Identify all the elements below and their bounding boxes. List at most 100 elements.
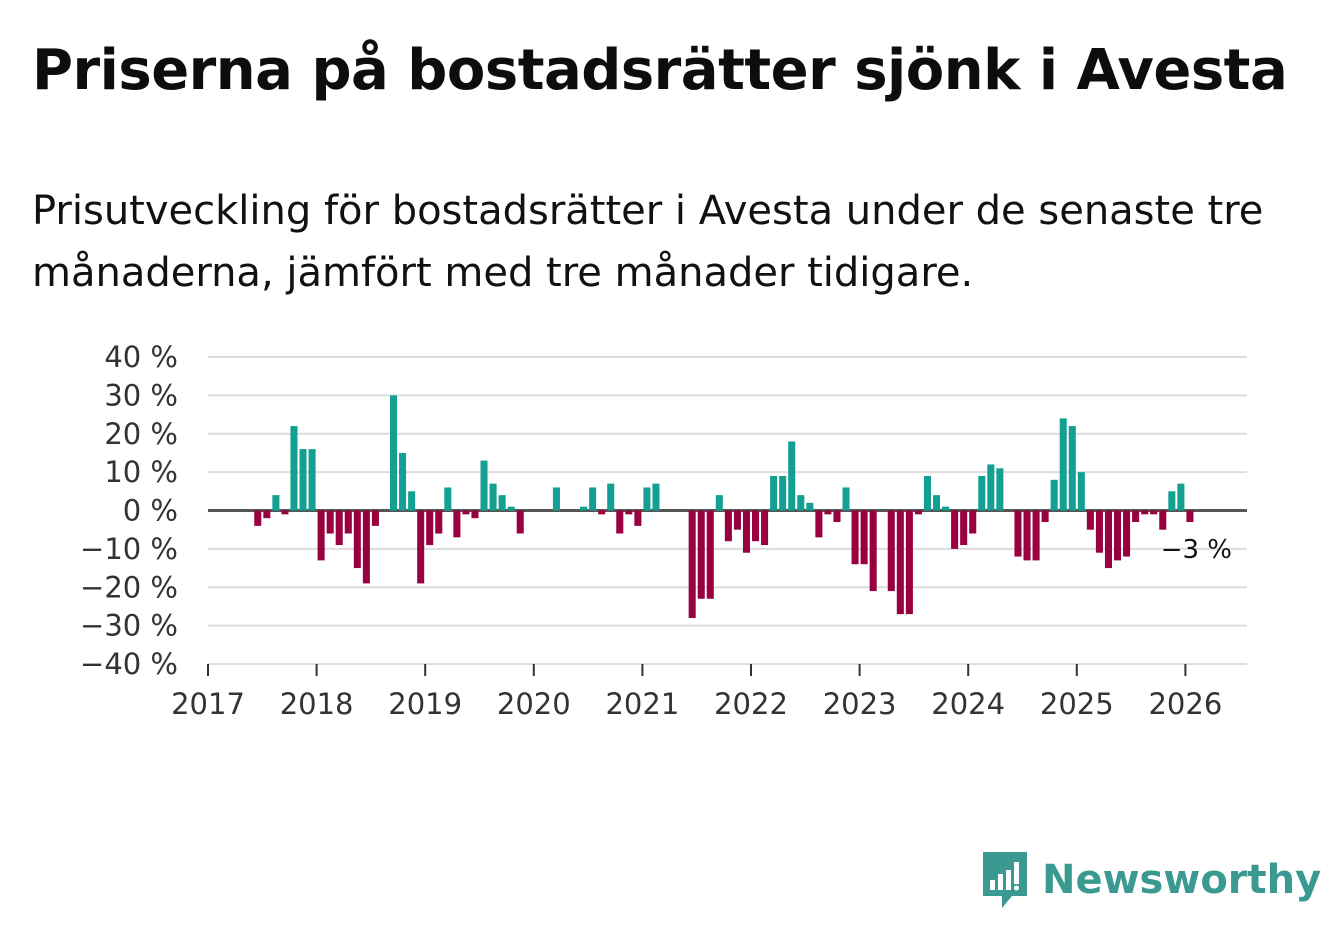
bar bbox=[797, 495, 805, 511]
bar bbox=[1014, 510, 1022, 557]
chart-subtitle: Prisutveckling för bostadsrätter i Avest… bbox=[32, 188, 1264, 296]
bar bbox=[1114, 510, 1122, 561]
bar bbox=[417, 510, 425, 584]
bar bbox=[308, 449, 316, 511]
bar bbox=[435, 510, 443, 534]
x-axis: 2017 2018 2019 2020 2021 2022 2023 2024 2025 2026 bbox=[171, 663, 1247, 721]
bar bbox=[344, 510, 352, 534]
bar bbox=[779, 475, 787, 511]
bar bbox=[1177, 483, 1185, 511]
bar bbox=[770, 475, 778, 511]
bar bbox=[951, 510, 959, 549]
newsworthy-logo-icon bbox=[983, 852, 1027, 908]
bar bbox=[408, 491, 416, 511]
bar bbox=[462, 510, 470, 515]
bar bbox=[290, 426, 298, 511]
bar bbox=[978, 475, 986, 511]
bar-chart: 40 %30 %20 %10 %0 %−10 %−20 %−30 %−40 % … bbox=[80, 340, 1247, 721]
bar bbox=[552, 487, 560, 511]
bar bbox=[1059, 418, 1067, 511]
bar bbox=[335, 510, 343, 546]
bar bbox=[724, 510, 732, 542]
bar bbox=[833, 510, 841, 523]
bar bbox=[281, 510, 289, 515]
bar bbox=[1068, 426, 1076, 511]
bar bbox=[254, 510, 262, 526]
bar bbox=[516, 510, 524, 534]
bar bbox=[353, 510, 361, 569]
y-tick-label: 30 % bbox=[104, 378, 178, 412]
bar bbox=[933, 495, 941, 511]
bar bbox=[498, 495, 506, 511]
x-tick-label: 2017 bbox=[171, 687, 245, 721]
y-axis: 40 % 30 % 20 % 10 % 0 % −10 % −20 % −30 % −40 % bbox=[80, 340, 178, 681]
bar bbox=[851, 510, 859, 565]
bar bbox=[969, 510, 977, 534]
brand[interactable]: Newsworthy bbox=[980, 850, 1321, 910]
bar bbox=[598, 510, 606, 515]
chart-title: Priserna på bostadsrätter sjönk i Avesta bbox=[32, 38, 1288, 103]
bar bbox=[742, 510, 750, 553]
bar bbox=[317, 510, 325, 561]
bar bbox=[715, 495, 723, 511]
bar bbox=[480, 460, 488, 511]
bar bbox=[272, 495, 280, 511]
x-tick-label: 2024 bbox=[931, 687, 1005, 721]
bar bbox=[607, 483, 615, 511]
bar bbox=[697, 510, 705, 599]
bar bbox=[806, 502, 814, 511]
bar bbox=[1095, 510, 1103, 553]
bar bbox=[426, 510, 434, 546]
bar bbox=[634, 510, 642, 526]
bar bbox=[1104, 510, 1112, 569]
bar bbox=[1050, 479, 1058, 511]
y-tick-label: 40 % bbox=[104, 340, 178, 374]
bar bbox=[914, 510, 922, 515]
y-tick-label: 0 % bbox=[123, 494, 178, 528]
bar bbox=[1123, 510, 1131, 557]
bar bbox=[399, 452, 407, 511]
bar bbox=[1186, 510, 1194, 523]
bar bbox=[1086, 510, 1094, 530]
bar bbox=[1032, 510, 1040, 561]
bar bbox=[616, 510, 624, 534]
x-tick-label: 2022 bbox=[714, 687, 788, 721]
bar bbox=[444, 487, 452, 511]
bar bbox=[1168, 491, 1176, 511]
bar bbox=[688, 510, 696, 618]
y-tick-label: 10 % bbox=[104, 455, 178, 489]
x-tick-label: 2025 bbox=[1040, 687, 1114, 721]
bar bbox=[815, 510, 823, 538]
x-tick-label: 2021 bbox=[605, 687, 679, 721]
bar bbox=[896, 510, 904, 615]
y-tick-label: −40 % bbox=[80, 647, 178, 681]
bar bbox=[824, 510, 832, 515]
bar bbox=[860, 510, 868, 565]
bar bbox=[652, 483, 660, 511]
bar bbox=[390, 395, 398, 511]
bar bbox=[489, 483, 497, 511]
y-tick-label: −20 % bbox=[80, 570, 178, 604]
bar bbox=[471, 510, 479, 519]
bar bbox=[580, 506, 588, 511]
bars bbox=[254, 395, 1194, 618]
bar bbox=[996, 468, 1004, 511]
x-tick-label: 2018 bbox=[280, 687, 354, 721]
bar bbox=[299, 449, 307, 511]
bar bbox=[960, 510, 968, 546]
bar bbox=[1077, 472, 1085, 511]
bar bbox=[788, 441, 796, 511]
bar bbox=[1159, 510, 1167, 530]
bar bbox=[1041, 510, 1049, 523]
y-tick-label: −30 % bbox=[80, 609, 178, 643]
x-tick-label: 2020 bbox=[497, 687, 571, 721]
bar bbox=[362, 510, 370, 584]
bar bbox=[453, 510, 461, 538]
bar bbox=[589, 487, 597, 511]
bar bbox=[1023, 510, 1031, 561]
bar bbox=[752, 510, 760, 542]
bar bbox=[625, 510, 633, 515]
bar bbox=[371, 510, 379, 526]
bar bbox=[507, 506, 515, 511]
bar bbox=[842, 487, 850, 511]
